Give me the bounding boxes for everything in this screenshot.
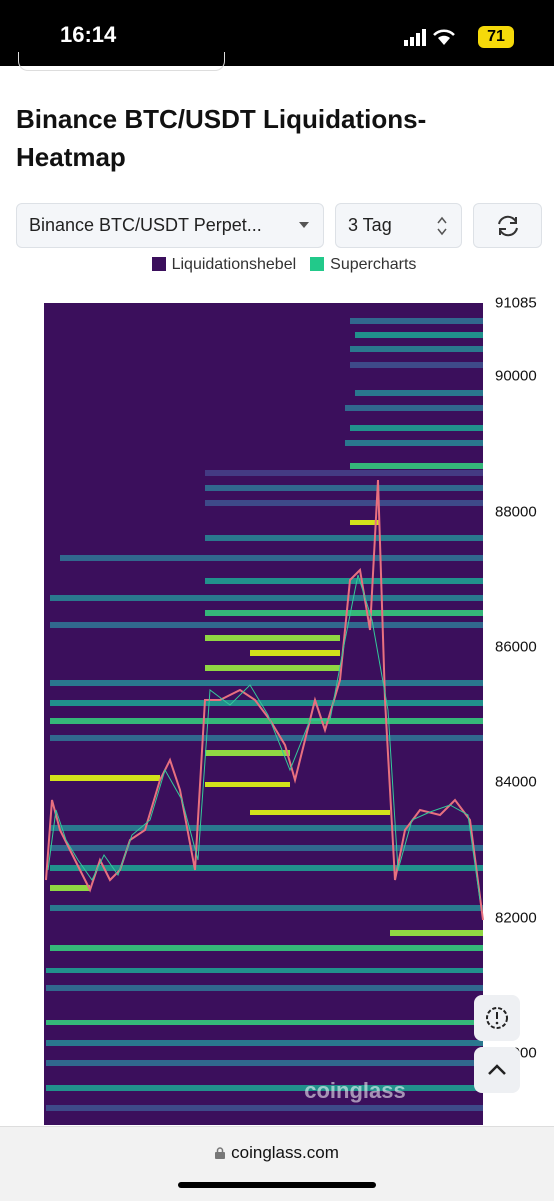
period-select[interactable]: 3 Tag [335,203,462,248]
legend-swatch [310,257,325,271]
exchange-select[interactable]: Binance BTC/USDT Perpet... [16,203,324,248]
prev-element [18,52,225,71]
chart: coinglass [44,303,484,1125]
home-indicator [178,1182,376,1188]
url-text: coinglass.com [231,1143,339,1162]
lock-icon [215,1147,226,1159]
legend-swatch [151,257,166,271]
battery: 71 [478,26,514,48]
refresh-icon [498,215,518,237]
y-tick-label: 86000 [495,638,537,656]
status-icons [404,29,455,46]
legend-label: Liquidationshebel [171,256,297,273]
scroll-top-button[interactable] [474,1047,520,1093]
y-tick-label: 82000 [495,909,537,927]
y-tick-label: 88000 [495,503,537,521]
exchange-text: Binance BTC/USDT Perpet... [29,215,262,235]
caret [299,222,309,228]
legend-label: Supercharts [330,256,417,273]
chevron-up [488,1064,506,1075]
browser-bar [0,1126,554,1201]
time: 16:14 [60,22,117,47]
url-bar: coinglass.com [0,1143,554,1163]
legend: Liquidationshebel Supercharts [0,256,554,274]
status-bar: 16:14 71 [0,0,554,66]
y-tick-label: 90000 [495,367,537,385]
heatmap-bands [45,318,484,1111]
y-tick-label: 91085 [495,294,537,312]
refresh-button[interactable] [473,203,542,248]
page-title: Binance BTC/USDT Liquidations-Heatmap [16,104,427,172]
watermark: coinglass [304,1078,405,1103]
alert-icon [486,1007,508,1029]
feedback-button[interactable] [474,995,520,1041]
y-tick-label: 84000 [495,773,537,791]
stepper [437,216,447,236]
period-text: 3 Tag [348,215,392,235]
